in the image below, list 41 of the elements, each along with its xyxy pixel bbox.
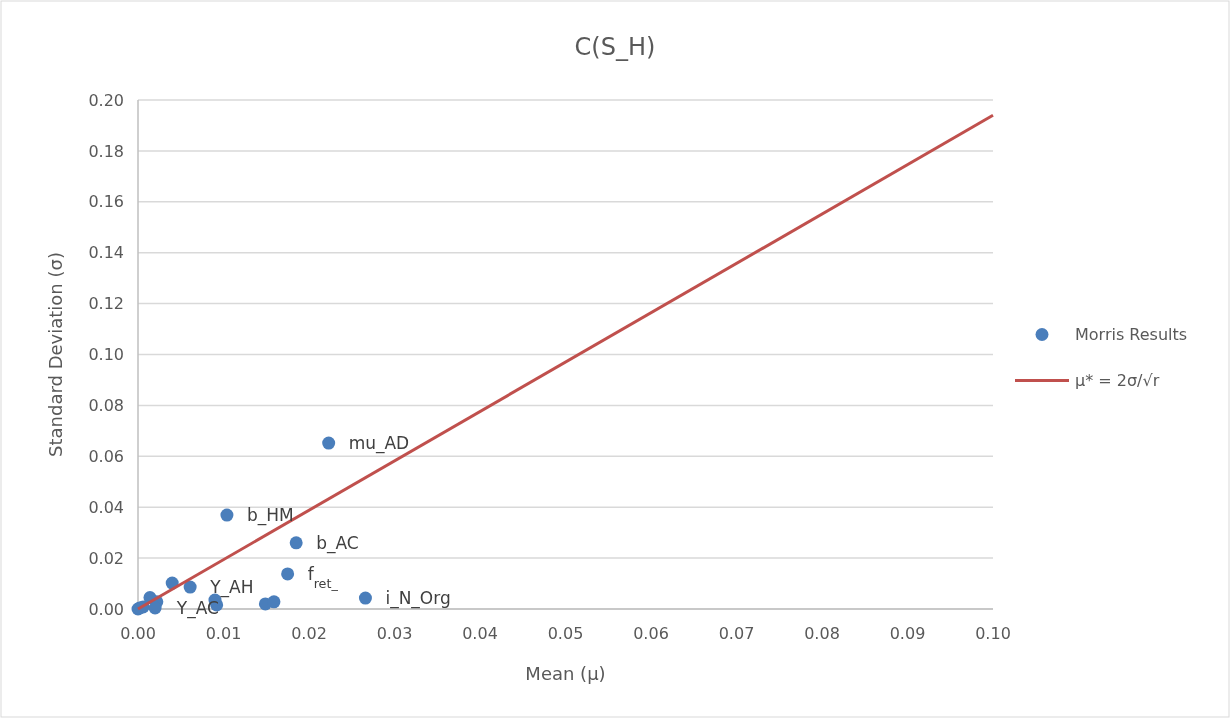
point — [267, 595, 281, 609]
y-tick-label: 0.04 — [88, 497, 124, 517]
y-tick-label: 0.10 — [88, 345, 124, 365]
y-axis-title: Standard Deviation (σ) — [45, 252, 66, 457]
x-tick-label: 0.03 — [376, 624, 413, 643]
annotation: f$_{ret_}$ — [307, 563, 339, 591]
x-tick-label: 0.04 — [462, 624, 498, 643]
point — [281, 567, 295, 581]
point — [183, 580, 197, 594]
x-tick-label: 0.10 — [975, 624, 1011, 643]
annotation: mu_AD — [348, 433, 410, 455]
annotation: b_AC — [316, 532, 359, 554]
legend-label: Morris Results — [1075, 325, 1188, 345]
annotation: b_HM — [246, 505, 294, 527]
y-tick-label: 0.08 — [88, 396, 124, 415]
y-tick-label: 0.02 — [88, 548, 124, 568]
point — [289, 536, 303, 550]
x-tick-label: 0.02 — [291, 624, 327, 643]
y-tick-label: 0.16 — [88, 192, 124, 212]
x-tick-label: 0.00 — [120, 624, 156, 643]
y-tick-label: 0.20 — [88, 90, 124, 110]
x-tick-label: 0.07 — [718, 624, 755, 643]
x-axis-title: Mean (μ) — [525, 663, 606, 684]
annotation: Y_AH — [209, 577, 254, 599]
chart-title: C(S_H) — [574, 33, 656, 61]
x-tick-label: 0.01 — [205, 624, 242, 643]
legend-label: μ* = 2σ/√r — [1075, 371, 1160, 391]
point — [220, 508, 234, 522]
y-tick-label: 0.00 — [88, 599, 124, 619]
y-tick-label: 0.12 — [88, 294, 124, 314]
y-tick-label: 0.18 — [88, 141, 124, 161]
point — [358, 591, 372, 605]
x-tick-label: 0.08 — [804, 624, 840, 643]
y-tick-label: 0.06 — [88, 446, 124, 466]
annotation: i_N_Org — [385, 588, 451, 610]
point — [322, 436, 336, 450]
y-tick-label: 0.14 — [88, 243, 124, 263]
x-tick-label: 0.06 — [633, 624, 669, 643]
annotation: Y_AC — [175, 597, 219, 619]
x-tick-label: 0.05 — [547, 624, 584, 643]
x-tick-label: 0.09 — [889, 624, 926, 643]
